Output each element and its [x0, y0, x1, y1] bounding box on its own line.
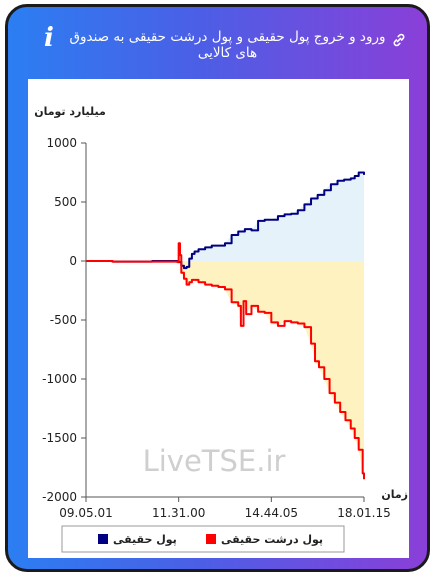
legend-label-2: پول درشت حقیقی: [221, 533, 323, 546]
card-header: i ورود و خروج پول حقیقی و پول درشت حقیقی…: [8, 7, 427, 75]
x-axis-label: زمان: [381, 488, 408, 501]
y-tick-label: -500: [50, 313, 77, 327]
y-tick-label: -2000: [42, 490, 77, 504]
x-tick-label: 09.05.01: [59, 506, 112, 520]
y-tick-label: 0: [69, 254, 77, 268]
series-area-1: [86, 172, 364, 269]
watermark: LiveTSE.ir: [143, 444, 286, 478]
x-tick-label: 11.31.00: [152, 506, 205, 520]
series-area-2: [86, 243, 364, 480]
chart-panel: LiveTSE.ir 1000 500 0 -500 -1000 -1500 -2000 09…: [28, 79, 409, 558]
chart-svg: LiveTSE.ir 1000 500 0 -500 -1000 -1500 -2000 09…: [34, 105, 408, 553]
y-tick-label: -1500: [42, 431, 77, 445]
link-icon[interactable]: [391, 32, 407, 52]
x-tick-label: 18.01.15: [337, 506, 390, 520]
series-line-2: [86, 242, 365, 480]
x-tick-label: 14.44.05: [245, 506, 298, 520]
chart-card: i ورود و خروج پول حقیقی و پول درشت حقیقی…: [5, 4, 430, 572]
legend-swatch-2: [206, 534, 216, 544]
legend: پول حقیقی پول درشت حقیقی: [61, 525, 345, 553]
legend-box: [61, 525, 345, 553]
legend-label-1: پول حقیقی: [113, 533, 177, 546]
legend-swatch-1: [98, 534, 108, 544]
chart-title: ورود و خروج پول حقیقی و پول درشت حقیقی ب…: [69, 29, 386, 61]
info-icon[interactable]: i: [44, 23, 54, 53]
y-tick-label: 500: [54, 195, 77, 209]
y-tick-label: 1000: [46, 136, 77, 150]
y-axis-label: میلیارد تومان: [34, 105, 106, 118]
y-tick-label: -1000: [42, 372, 77, 386]
